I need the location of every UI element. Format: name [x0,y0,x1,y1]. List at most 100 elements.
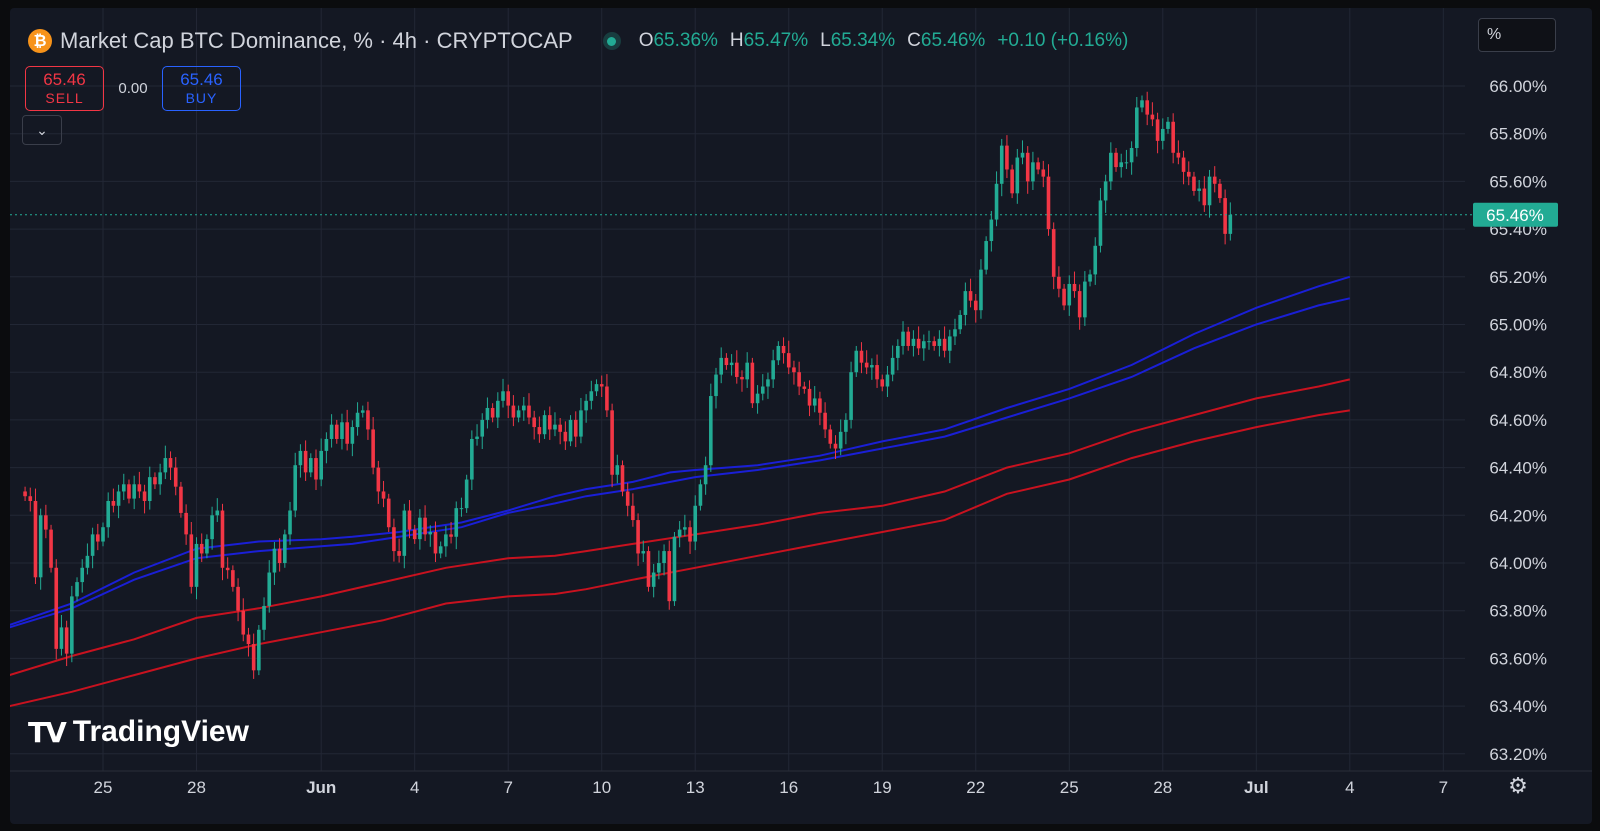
candle-body [766,379,770,387]
candle-body [662,551,666,563]
candle-body [906,331,911,346]
candle-body [64,627,69,654]
candle-body [1140,100,1144,108]
candle-body [121,484,126,492]
candle-body [812,398,817,406]
candle-body [953,329,957,337]
sell-price: 65.46 [43,69,86,89]
candle-body [1186,171,1191,177]
candle-body [693,505,698,542]
candle-body [1176,152,1181,158]
chart-panel: 66.00% 65.80% 65.60% 65.40% 65.20% 65.00% 64.8… [10,8,1592,824]
candle-body [859,350,864,363]
candle-body [412,529,417,540]
ohlc-change: +0.10 (+0.16%) [997,30,1129,51]
candle-body [153,477,157,485]
price-chart[interactable]: 66.00%65.80%65.60%65.40%65.20%65.00%64.8… [10,8,1592,824]
candle-body [231,570,235,587]
x-tick-label: 13 [686,778,705,797]
candle-body [386,498,391,528]
candle-body [127,484,131,499]
candle-body [490,407,495,418]
candle-body [734,362,739,377]
candle-body [807,388,812,406]
x-tick-label: 16 [779,778,798,797]
candle-body [875,365,879,380]
market-status-icon[interactable] [602,32,621,50]
x-tick-label: 25 [94,778,113,797]
candle-body [1119,162,1124,168]
candle-body [449,534,453,537]
candle-body [698,484,703,506]
buy-button[interactable]: 65.46 BUY [162,66,241,111]
candle-body [38,515,43,578]
symbol-title[interactable]: Market Cap BTC Dominance, % · 4h · CRYPT… [60,28,573,53]
settings-icon[interactable]: ⚙ [1508,773,1528,798]
candle-body [542,415,547,435]
candle-body [33,500,38,578]
candle-body [1150,114,1155,120]
ema-line-3 [10,378,1351,676]
candle-body [521,405,526,411]
candle-body [1098,200,1103,246]
tradingview-logo[interactable]: TV TradingView [28,715,249,749]
candle-body [75,582,79,597]
candle-body [615,465,620,475]
candle-body [937,338,942,346]
candle-body [433,531,438,554]
x-tick-label: 7 [503,778,512,797]
candle-body [501,391,505,401]
candle-body [1103,181,1108,201]
candle-body [1015,157,1020,194]
candle-body [1160,128,1165,141]
y-tick-label: 66.00% [1489,77,1547,96]
candle-body [1077,291,1082,318]
candle-body [1135,107,1139,149]
sell-button[interactable]: 65.46 SELL [25,66,104,111]
candle-body [59,627,64,649]
candle-body [636,520,640,554]
y-tick-label: 65.60% [1489,172,1547,191]
tradingview-logo-icon: TV [28,715,67,749]
candle-body [838,431,843,449]
y-tick-label: 63.80% [1489,602,1547,621]
candle-body [677,529,682,537]
candle-body [823,412,827,430]
candle-body [1051,229,1056,277]
y-tick-label: 64.60% [1489,411,1547,430]
candle-body [444,534,448,547]
ema-line-4 [10,409,1350,708]
candle-body [1171,121,1175,153]
candle-body [880,379,885,387]
candle-body [262,605,266,630]
y-tick-label: 64.40% [1489,459,1547,478]
collapse-legend-button[interactable]: ⌄ [22,115,62,145]
candle-body [984,241,988,270]
candle-body [724,357,729,366]
candle-body [1202,188,1207,206]
spread-value: 0.00 [118,80,148,97]
candle-body [1041,169,1046,177]
candle-body [44,515,48,530]
candle-body [485,407,490,420]
candle-body [709,396,713,466]
scale-unit-selector[interactable]: % [1478,18,1556,52]
bitcoin-icon[interactable]: ₿ [28,29,52,53]
y-tick-label: 65.20% [1489,268,1547,287]
candle-body [786,353,791,368]
candle-body [168,458,173,468]
candle-body [371,429,375,468]
candle-body [402,510,407,556]
candle-body [1093,245,1098,275]
x-tick-label: 4 [1345,778,1354,797]
candle-body [688,527,692,542]
candle-body [381,491,386,499]
candle-body [573,419,578,437]
candle-body [225,567,230,571]
candle-body [558,424,562,432]
candle-body [1036,162,1040,170]
x-tick-label: 10 [592,778,611,797]
candle-body [864,362,869,368]
candle-body [111,500,116,506]
